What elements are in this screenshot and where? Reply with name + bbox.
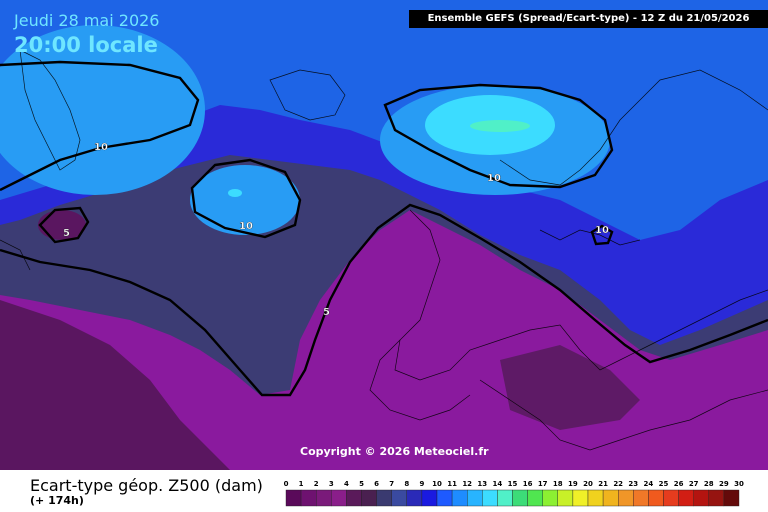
spread-field-dark-band xyxy=(0,300,230,470)
forecast-time: 20:00 locale xyxy=(14,33,158,57)
contour-5-main xyxy=(0,203,768,397)
scale-swatch xyxy=(572,489,589,507)
scale-swatch xyxy=(406,489,423,507)
scale-tick-label: 24 xyxy=(644,480,654,488)
scale-swatch xyxy=(633,489,649,507)
scale-swatch xyxy=(678,489,694,507)
spread-field-low-blob xyxy=(38,210,86,240)
scale-tick-label: 13 xyxy=(477,480,487,488)
scale-tick-label: 16 xyxy=(523,480,533,488)
scale-swatch xyxy=(346,489,362,507)
scale-tick-label: 18 xyxy=(553,480,563,488)
scale-tick-label: 30 xyxy=(734,480,744,488)
scale-swatch xyxy=(361,489,377,507)
scale-tick-label: 14 xyxy=(493,480,503,488)
scale-tick-label: 22 xyxy=(613,480,623,488)
contour-10-scandinavia xyxy=(383,83,614,189)
scale-swatch xyxy=(436,489,453,507)
scale-tick-label: 25 xyxy=(659,480,669,488)
scale-tick-label: 21 xyxy=(598,480,608,488)
contour-label: 5 xyxy=(323,307,330,318)
scale-swatch xyxy=(391,489,407,507)
scale-tick-label: 6 xyxy=(374,480,379,488)
scale-swatch xyxy=(512,489,528,507)
scale-tick-label: 19 xyxy=(568,480,578,488)
scale-swatch xyxy=(587,489,604,507)
scale-swatch xyxy=(300,489,317,507)
lead-time: (+ 174h) xyxy=(30,494,84,507)
scale-swatch xyxy=(451,489,468,507)
scale-tick-label: 15 xyxy=(508,480,518,488)
contour-5-blob xyxy=(38,206,90,244)
spread-field-peak xyxy=(470,120,530,132)
color-scale: 0 1 2 3 4 5 6 7 8 9 10 11 12 13 14 15 16 17 18 19 20 21 22 23 24… xyxy=(284,480,744,507)
scale-tick-label: 1 xyxy=(299,480,304,488)
copyright-notice: Copyright © 2026 Meteociel.fr xyxy=(300,445,489,458)
scale-tick-label: 23 xyxy=(628,480,638,488)
scale-tick-label: 4 xyxy=(344,480,349,488)
scale-swatch xyxy=(602,489,619,507)
scale-swatch xyxy=(421,489,438,507)
scale-swatch xyxy=(331,489,347,507)
contour-10-atlantic xyxy=(190,158,302,239)
contour-label: 10 xyxy=(595,225,609,236)
scale-tick-label: 17 xyxy=(538,480,548,488)
scale-swatch xyxy=(376,489,392,507)
scale-tick-label: 2 xyxy=(314,480,319,488)
spread-field-small-peak xyxy=(228,189,242,197)
scale-swatch xyxy=(708,489,725,507)
scale-swatch xyxy=(527,489,543,507)
scale-swatch xyxy=(482,489,498,507)
coastlines xyxy=(0,49,768,451)
scale-swatch xyxy=(723,489,740,507)
scale-swatch xyxy=(618,489,634,507)
contour-lines xyxy=(0,60,768,397)
model-info-banner: Ensemble GEFS (Spread/Ecart-type) - 12 Z… xyxy=(409,10,768,28)
parameter-title: Ecart-type géop. Z500 (dam) xyxy=(30,476,263,495)
scale-tick-label: 10 xyxy=(432,480,442,488)
scale-swatch xyxy=(316,489,332,507)
scale-tick-label: 3 xyxy=(329,480,334,488)
contour-10-west xyxy=(0,60,200,192)
scale-tick-label: 9 xyxy=(419,480,424,488)
scale-tick-label: 12 xyxy=(462,480,472,488)
scale-tick-label: 11 xyxy=(447,480,457,488)
scale-tick-label: 7 xyxy=(389,480,394,488)
scale-tick-label: 0 xyxy=(284,480,289,488)
scale-tick-label: 8 xyxy=(404,480,409,488)
contour-label: 10 xyxy=(94,142,108,153)
scale-swatch xyxy=(466,489,483,507)
contour-label: 5 xyxy=(63,228,70,239)
scale-swatch xyxy=(557,489,574,507)
scale-tick-label: 20 xyxy=(583,480,593,488)
scale-tick-label: 5 xyxy=(359,480,364,488)
scale-swatch xyxy=(663,489,679,507)
scale-swatch xyxy=(542,489,559,507)
contour-label-group: 10 10 10 10 5 5 xyxy=(63,142,609,318)
spread-field-cyan-atlantic xyxy=(190,165,300,235)
scale-swatch xyxy=(497,489,513,507)
scale-tick-label: 28 xyxy=(704,480,714,488)
scale-swatch xyxy=(285,489,302,507)
scale-tick-label: 27 xyxy=(689,480,699,488)
scale-swatch xyxy=(648,489,664,507)
scale-tick-label: 26 xyxy=(674,480,684,488)
spread-map: 10 10 10 10 5 5 xyxy=(0,0,768,470)
spread-field-dark-blob xyxy=(500,345,640,430)
spread-field-light-blue xyxy=(0,0,768,240)
contour-label: 10 xyxy=(487,173,501,184)
contour-label: 10 xyxy=(239,221,253,232)
forecast-date: Jeudi 28 mai 2026 xyxy=(14,11,160,30)
scale-swatch xyxy=(693,489,710,507)
contour-10-east xyxy=(590,224,614,246)
scale-tick-label: 29 xyxy=(719,480,729,488)
